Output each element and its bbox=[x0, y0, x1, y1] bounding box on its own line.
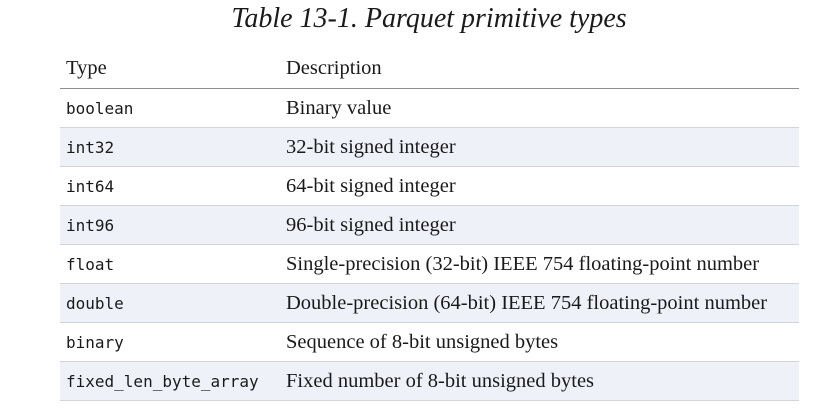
description-cell: Single-precision (32-bit) IEEE 754 float… bbox=[286, 252, 760, 275]
table-row: int96 96-bit signed integer bbox=[60, 206, 799, 245]
description-cell: Sequence of 8-bit unsigned bytes bbox=[286, 330, 559, 353]
type-cell: int32 bbox=[66, 137, 115, 157]
type-cell: float bbox=[66, 254, 115, 274]
type-cell: int64 bbox=[66, 176, 115, 196]
description-cell: 64-bit signed integer bbox=[286, 174, 456, 197]
description-cell: Fixed number of 8-bit unsigned bytes bbox=[286, 369, 595, 392]
type-cell: int96 bbox=[66, 215, 115, 235]
header-description: Description bbox=[286, 57, 382, 79]
table-row: int64 64-bit signed integer bbox=[60, 167, 799, 206]
type-cell: boolean bbox=[66, 98, 134, 118]
type-cell: binary bbox=[66, 332, 124, 352]
table-header-row: Type Description bbox=[60, 49, 799, 89]
description-cell: 32-bit signed integer bbox=[286, 135, 456, 158]
description-cell: Double-precision (64-bit) IEEE 754 float… bbox=[286, 291, 768, 314]
type-cell: fixed_len_byte_array bbox=[66, 371, 259, 391]
table-row: binary Sequence of 8-bit unsigned bytes bbox=[60, 323, 799, 362]
header-type: Type bbox=[66, 57, 107, 79]
table-row: fixed_len_byte_array Fixed number of 8-b… bbox=[60, 362, 799, 401]
primitive-types-table: Type Description boolean Binary value in… bbox=[60, 49, 799, 401]
description-cell: Binary value bbox=[286, 96, 392, 119]
type-cell: double bbox=[66, 293, 124, 313]
table-row: float Single-precision (32-bit) IEEE 754… bbox=[60, 245, 799, 284]
table-row: boolean Binary value bbox=[60, 89, 799, 128]
table-row: int32 32-bit signed integer bbox=[60, 128, 799, 167]
table-row: double Double-precision (64-bit) IEEE 75… bbox=[60, 284, 799, 323]
table-caption: Table 13-1. Parquet primitive types bbox=[231, 3, 627, 34]
description-cell: 96-bit signed integer bbox=[286, 213, 456, 236]
